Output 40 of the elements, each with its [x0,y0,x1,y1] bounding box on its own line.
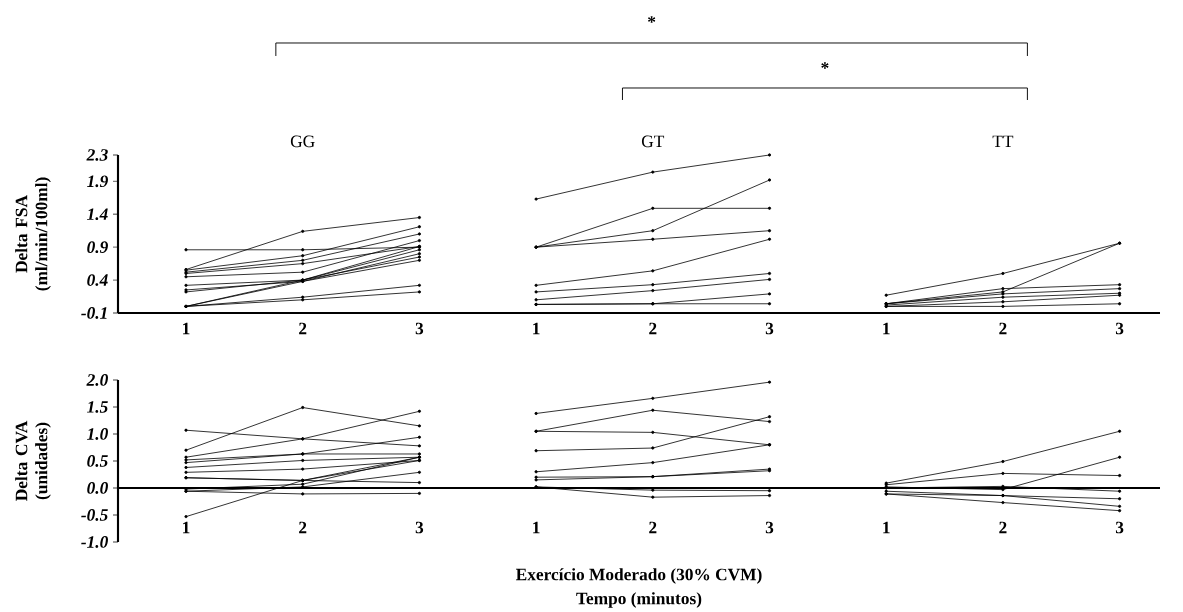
x-tick-label: 3 [1115,521,1124,534]
text: Tempo (minutos) [576,592,702,608]
y-tick-label: 1.4 [87,208,108,220]
y-tick-label: -0.1 [81,306,107,319]
x-tick-label: 2 [299,521,307,534]
y-tick-label: -0.5 [81,508,108,521]
x-axis-title: Exercício Moderado (30% CVM) [515,567,762,584]
y-tick-label: 1.0 [87,427,108,440]
y-tick-label: 1.9 [87,175,108,188]
y-tick-label: 0.4 [87,274,108,286]
x-tick-label: 2 [999,322,1007,335]
x-tick-label: 1 [533,322,540,335]
x-tick-label: 2 [649,521,657,534]
x-tick-label: 2 [299,322,307,335]
y-axis-title: Delta FSA (ml/min/100ml) [15,177,51,291]
x-tick-label: 2 [649,322,657,335]
text: * [821,62,829,69]
y-tick-label: 2.3 [86,148,108,161]
text: GT [641,135,665,148]
x-tick-label: 2 [999,521,1007,534]
text: TT [992,135,1014,147]
x-tick-label: 3 [765,322,774,335]
text: GG [290,135,315,148]
x-tick-label: 1 [883,521,890,534]
x-tick-label: 1 [183,521,190,534]
y-tick-label: 0.9 [87,241,108,253]
x-tick-label: 3 [1115,322,1124,335]
y-axis-title: Delta CVA (unidades) [15,420,51,501]
text: * [648,16,656,23]
x-tick-label: 1 [183,322,190,335]
x-tick-label: 3 [415,521,424,534]
x-tick-label: 3 [415,322,424,335]
y-tick-label: 0.5 [87,454,108,467]
y-tick-label: 1.5 [87,401,108,413]
x-tick-label: 1 [883,322,890,335]
y-tick-label: 2.0 [86,373,108,386]
x-tick-label: 1 [533,521,540,534]
y-tick-label: 0.0 [87,481,108,494]
x-tick-label: 3 [765,521,774,534]
y-tick-label: -1.0 [81,535,108,548]
